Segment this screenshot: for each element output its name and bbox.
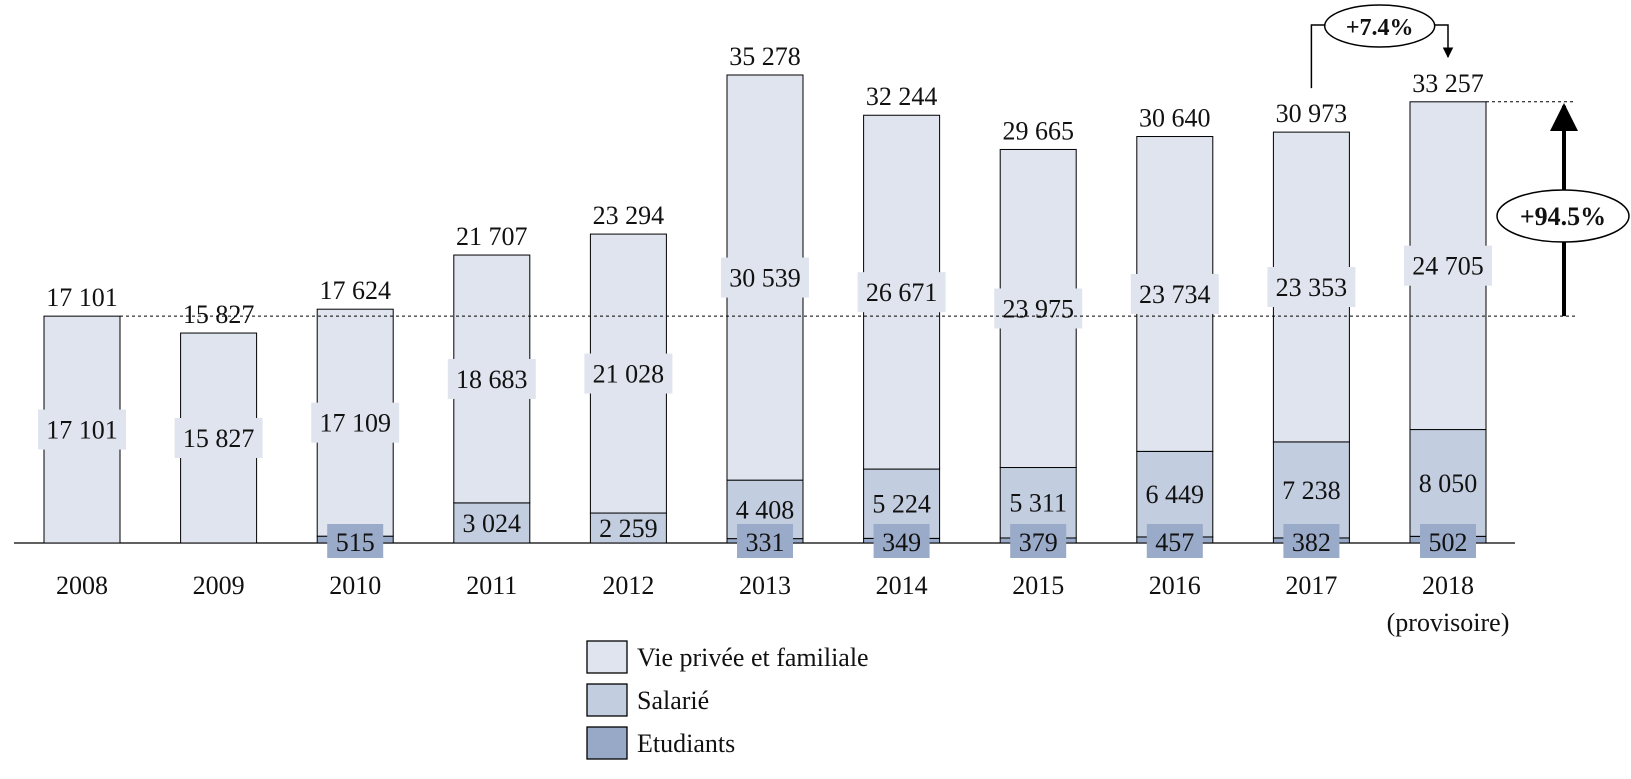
label-box-vie-2013 — [721, 257, 809, 298]
label-box-etudiants-2013 — [737, 524, 793, 558]
annotations-layer: +94.5% +7.4% — [120, 4, 1630, 317]
label-vie-2015: 23 975 — [1002, 294, 1074, 323]
bar-2018-series-1 — [1409, 429, 1487, 537]
label-box-vie-2016 — [1130, 273, 1219, 314]
label-vie-2008: 17 101 — [46, 416, 118, 445]
bar-2016-series-1 — [1136, 450, 1214, 538]
x-tick-label-2013: 2013 — [739, 571, 791, 600]
label-box-etudiants-2015 — [1010, 524, 1067, 558]
legend-swatch-1 — [586, 683, 628, 717]
label-etudiants-2017: 382 — [1292, 528, 1331, 557]
label-box-vie-2008 — [38, 409, 126, 450]
label-vie-2012: 21 028 — [593, 360, 665, 389]
label-salarie-2014: 5 224 — [872, 490, 931, 519]
label-vie-2010: 17 109 — [319, 409, 391, 438]
label-etudiants-2010: 515 — [336, 528, 375, 557]
label-etudiants-2018: 502 — [1429, 528, 1468, 557]
label-vie-2013: 30 539 — [729, 264, 801, 293]
growth-ellipse-total — [1496, 189, 1630, 243]
total-label-2009: 15 827 — [183, 300, 255, 329]
bar-2011-series-1 — [453, 502, 531, 544]
legend: Vie privée et familiale Salarié Etudiants — [586, 640, 869, 760]
label-salarie-2017: 7 238 — [1282, 476, 1341, 505]
label-box-vie-2018 — [1404, 245, 1492, 286]
labels-layer: 17 101 17 101 2008 15 827 15 827 2009 515 17 10… — [38, 42, 1509, 637]
bar-2017-series-1 — [1272, 441, 1350, 539]
label-etudiants-2016: 457 — [1155, 528, 1194, 557]
growth-label-annual: +7.4% — [1346, 15, 1414, 41]
label-box-vie-2011 — [447, 358, 536, 399]
label-box-etudiants-2018 — [1420, 524, 1476, 558]
label-salarie-2016: 6 449 — [1146, 480, 1205, 509]
label-vie-2014: 26 671 — [866, 278, 938, 307]
label-box-etudiants-2017 — [1283, 524, 1340, 558]
label-vie-2009: 15 827 — [183, 424, 255, 453]
total-label-2016: 30 640 — [1139, 104, 1211, 133]
growth-ellipse-annual — [1323, 4, 1436, 48]
label-etudiants-2013: 331 — [746, 528, 785, 557]
label-box-vie-2010 — [311, 402, 400, 443]
x-tick-label-2015: 2015 — [1012, 571, 1064, 600]
x-tick-label-2017: 2017 — [1285, 571, 1337, 600]
legend-label-1: Salarié — [637, 686, 709, 715]
label-box-vie-2014 — [857, 272, 946, 313]
label-box-vie-2015 — [994, 288, 1083, 329]
label-box-vie-2009 — [174, 418, 263, 459]
x-tick-label-2009: 2009 — [193, 571, 245, 600]
growth-label-total: +94.5% — [1520, 202, 1606, 231]
label-box-etudiants-2016 — [1146, 524, 1203, 558]
x-tick-label-2014: 2014 — [876, 571, 928, 600]
total-label-2010: 17 624 — [319, 276, 391, 305]
total-label-2014: 32 244 — [866, 82, 938, 111]
label-vie-2018: 24 705 — [1412, 252, 1484, 281]
x-tick-label-2010: 2010 — [329, 571, 381, 600]
label-salarie-2018: 8 050 — [1419, 469, 1478, 498]
label-vie-2011: 18 683 — [456, 365, 528, 394]
label-salarie-2015: 5 311 — [1009, 489, 1067, 518]
bar-2012-series-1 — [589, 512, 667, 544]
legend-label-2: Etudiants — [637, 729, 735, 758]
label-box-vie-2017 — [1267, 267, 1356, 308]
label-salarie-2011: 3 024 — [463, 509, 522, 538]
label-box-etudiants-2010 — [327, 524, 384, 558]
total-label-2011: 21 707 — [456, 222, 528, 251]
label-vie-2017: 23 353 — [1276, 273, 1348, 302]
label-salarie-2013: 4 408 — [736, 495, 795, 524]
x-tick-sublabel-2018: (provisoire) — [1387, 608, 1510, 637]
total-label-2018: 33 257 — [1412, 69, 1484, 98]
x-tick-label-2016: 2016 — [1149, 571, 1201, 600]
label-box-etudiants-2014 — [873, 524, 930, 558]
legend-swatch-2 — [586, 726, 628, 760]
total-label-2013: 35 278 — [729, 42, 801, 71]
x-tick-label-2011: 2011 — [466, 571, 517, 600]
label-etudiants-2015: 379 — [1019, 528, 1058, 557]
total-label-2015: 29 665 — [1002, 116, 1074, 145]
label-vie-2016: 23 734 — [1139, 280, 1211, 309]
label-etudiants-2014: 349 — [882, 528, 921, 557]
total-label-2012: 23 294 — [593, 201, 665, 230]
legend-swatch-0 — [586, 640, 628, 674]
total-label-2008: 17 101 — [46, 283, 118, 312]
legend-label-0: Vie privée et familiale — [637, 643, 869, 672]
x-tick-label-2008: 2008 — [56, 571, 108, 600]
label-box-vie-2012 — [584, 353, 673, 394]
label-salarie-2012: 2 259 — [599, 514, 658, 543]
x-tick-label-2012: 2012 — [602, 571, 654, 600]
total-label-2017: 30 973 — [1276, 99, 1348, 128]
x-tick-label-2018: 2018 — [1422, 571, 1474, 600]
